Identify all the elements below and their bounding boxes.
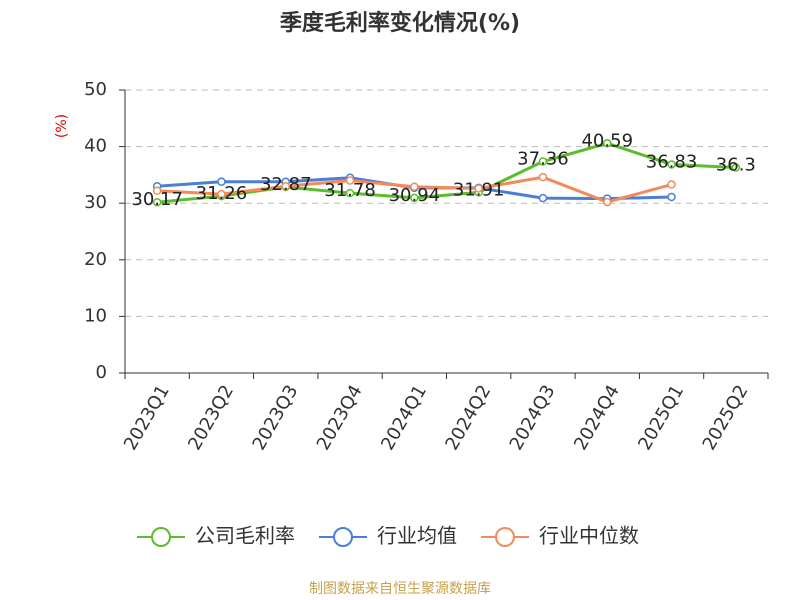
data-label: 30.17 — [131, 189, 183, 210]
legend-label: 行业中位数 — [539, 524, 639, 548]
data-label: 36.83 — [646, 152, 698, 173]
x-tick-label: 2025Q1 — [634, 382, 688, 454]
legend-marker — [333, 527, 353, 547]
x-tick-label: 2023Q4 — [313, 382, 367, 454]
x-tick-label: 2025Q2 — [699, 382, 753, 454]
legend-marker — [151, 527, 171, 547]
chart-title: 季度毛利率变化情况(%) — [280, 10, 520, 36]
y-tick-label: 30 — [84, 192, 107, 213]
point-marker — [217, 177, 226, 186]
x-tick-label: 2023Q3 — [249, 382, 303, 454]
x-tick-label: 2024Q2 — [441, 382, 495, 454]
point-marker — [152, 186, 162, 195]
data-label: 37.36 — [517, 149, 569, 170]
data-label: 30.94 — [389, 185, 441, 206]
point-marker — [410, 182, 419, 192]
source-note: 制图数据来自恒生聚源数据库 — [309, 581, 491, 597]
point-marker — [217, 189, 226, 199]
point-marker — [410, 193, 419, 203]
data-label: 32.87 — [260, 174, 312, 195]
x-tick-label: 2024Q1 — [377, 382, 431, 454]
x-tick-label: 2024Q3 — [506, 382, 560, 454]
data-label: 36.3 — [716, 155, 756, 176]
data-label: 31.91 — [453, 179, 505, 200]
point-marker — [538, 193, 548, 203]
point-marker — [345, 188, 355, 198]
point-marker — [152, 197, 162, 207]
point-marker — [667, 180, 676, 189]
data-label: 31.78 — [324, 180, 376, 201]
point-marker — [603, 139, 612, 148]
data-label: 40.59 — [581, 130, 633, 151]
x-tick-label: 2023Q1 — [120, 382, 174, 454]
point-marker — [731, 163, 741, 172]
point-marker — [538, 172, 548, 182]
y-tick-label: 50 — [84, 79, 107, 100]
point-marker — [281, 181, 290, 191]
x-tick-label: 2023Q2 — [184, 382, 238, 454]
data-label: 31.26 — [196, 183, 248, 204]
x-tick-label: 2024Q4 — [570, 382, 624, 454]
point-marker — [345, 176, 355, 185]
y-tick-label: 20 — [84, 249, 107, 270]
point-marker — [603, 197, 612, 207]
y-tick-label: 10 — [84, 305, 107, 326]
legend-label: 行业均值 — [377, 524, 457, 548]
y-tick-label: 40 — [84, 136, 107, 157]
y-tick-label: 0 — [96, 362, 107, 383]
legend-label: 公司毛利率 — [195, 524, 295, 548]
legend-marker — [495, 527, 515, 547]
point-marker — [474, 184, 483, 193]
point-marker — [538, 157, 548, 166]
point-marker — [667, 192, 676, 202]
y-axis-label: (%) — [54, 114, 70, 138]
point-marker — [667, 160, 676, 169]
